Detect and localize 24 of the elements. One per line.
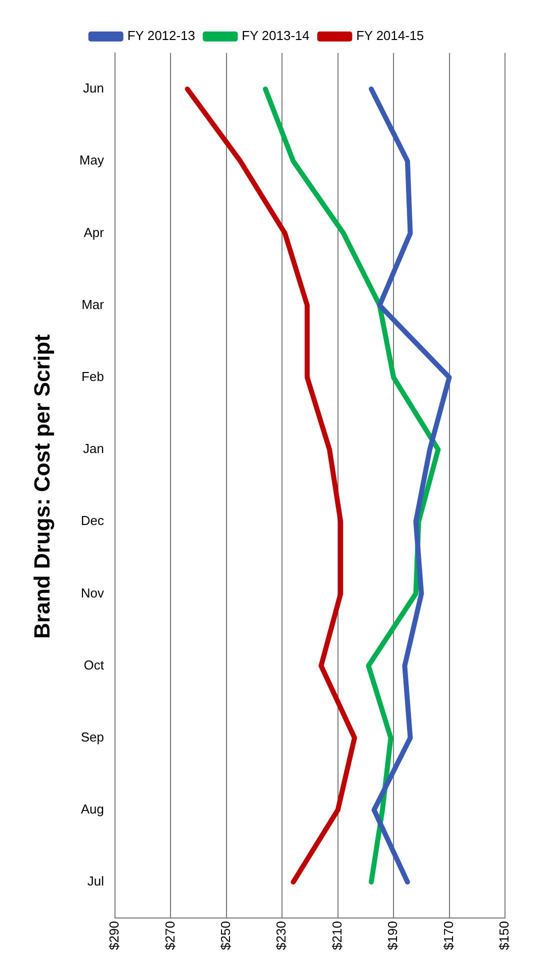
x-tick-label: $230 bbox=[274, 921, 289, 950]
x-tick-label: $290 bbox=[106, 921, 122, 950]
x-tick-label: $250 bbox=[218, 921, 233, 950]
y-tick-label: Dec bbox=[80, 513, 104, 528]
text: Brand Drugs: Cost per Script bbox=[29, 334, 54, 639]
y-tick-label: Apr bbox=[84, 224, 105, 240]
y-tick-label: Sep bbox=[80, 729, 104, 744]
legend-label: FY 2014-15 bbox=[356, 28, 424, 44]
y-tick-label: Feb bbox=[82, 368, 104, 384]
y-tick-label: Aug bbox=[80, 802, 104, 817]
x-tick-label: $150 bbox=[496, 921, 512, 950]
y-tick-label: Jun bbox=[82, 80, 104, 96]
y-tick-label: May bbox=[79, 152, 104, 168]
y-tick-label: Jan bbox=[82, 441, 104, 456]
y-tick-label: Nov bbox=[80, 585, 104, 600]
y-tick-label: Oct bbox=[84, 657, 104, 672]
x-tick-label: $170 bbox=[440, 921, 456, 950]
legend-label: FY 2013-14 bbox=[242, 28, 310, 44]
y-tick-label: Jul bbox=[87, 874, 104, 889]
x-tick-label: $210 bbox=[329, 921, 344, 950]
legend-label: FY 2012-13 bbox=[127, 28, 196, 44]
x-tick-label: $190 bbox=[385, 921, 400, 950]
y-tick-label: Mar bbox=[82, 296, 105, 312]
x-tick-label: $270 bbox=[162, 921, 178, 950]
